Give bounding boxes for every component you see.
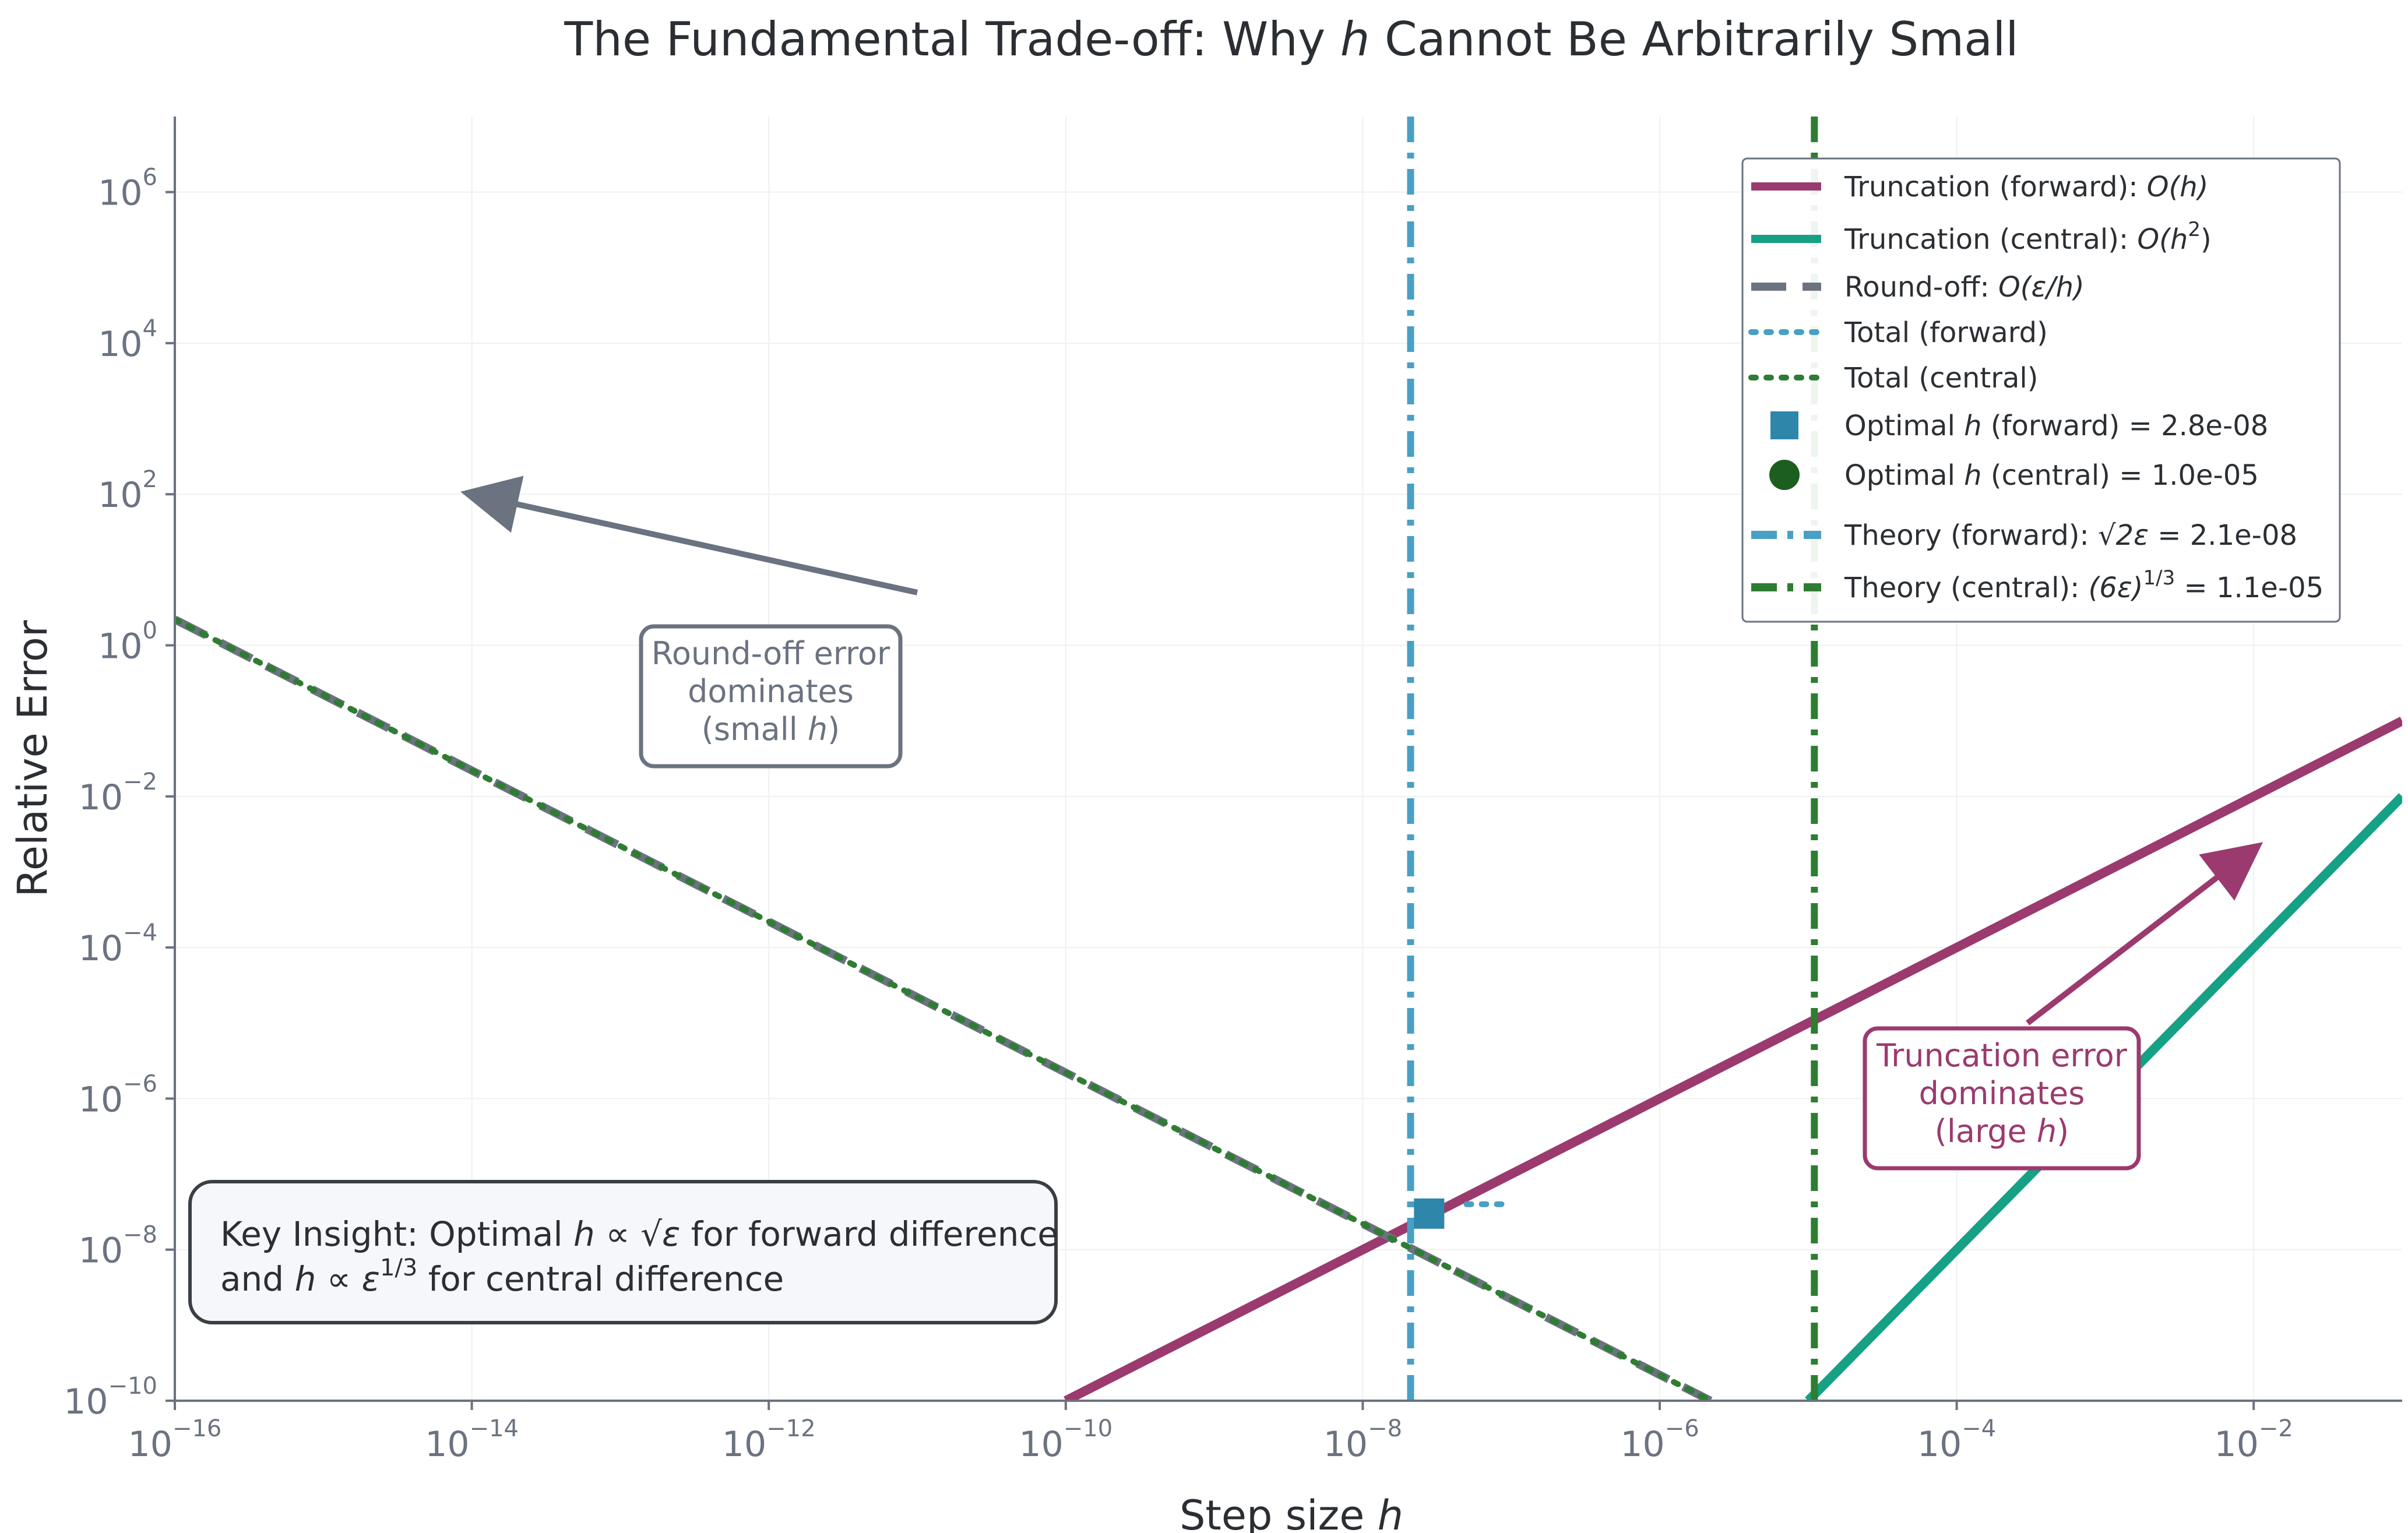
y-tick-label: 10−8 [79,1222,157,1271]
series-line-0 [1064,717,2402,1401]
annotation-box [639,624,903,769]
legend-label: Optimal h (forward) = 2.8e-08 [1844,410,2268,442]
legend: Truncation (forward): O(h) Truncation (ce… [1741,157,2341,623]
y-tick-label: 106 [98,164,157,214]
annotation-arrow [2026,842,2263,1025]
annotation-box [1863,1026,2141,1171]
legend-entry-1: Truncation (central): O(h2) [1751,218,2212,256]
annotation-text: dominates [688,673,854,710]
annotation-text: Round-off error [652,635,890,672]
annotation-text: (small h) [702,711,840,748]
axes: 10−16 10−14 10−12 10−10 10−8 10−6 10−4 10−2 10−1… [64,117,2402,1465]
legend-label: Optimal h (central) = 1.0e-05 [1844,459,2259,492]
x-tick-label: 10−14 [425,1415,519,1465]
legend-entry-5: Optimal h (forward) = 2.8e-08 [1770,410,2268,442]
legend-entry-6: Optimal h (central) = 1.0e-05 [1769,459,2259,492]
x-tick-label: 10−8 [1323,1415,1402,1465]
x-tick-label: 10−4 [1917,1415,1996,1465]
legend-entry-2: Round-off: O(ε/h) [1751,271,2085,304]
y-tick-label: 10−10 [64,1373,157,1422]
x-tick-label: 10−10 [1019,1415,1113,1465]
grid [174,117,2402,1401]
legend-entry-0: Truncation (forward): O(h) [1751,171,2208,203]
legend-label: Theory (central): (6ε)1/3 = 1.1e-05 [1844,566,2323,604]
legend-label: Truncation (central): O(h2) [1844,218,2212,256]
key-insight-box: Key Insight: Optimal h ∝ √ε for forward … [188,1180,1058,1324]
y-tick-label: 10−6 [79,1070,157,1120]
y-tick-label: 100 [98,618,157,667]
x-tick-label: 10−12 [722,1415,816,1465]
insight-line-1: Key Insight: Optimal h ∝ √ε for forward … [220,1214,1058,1254]
y-axis-label: Relative Error [9,620,57,897]
insight-line-2: and h ∝ ε1/3 for central difference [220,1254,784,1299]
legend-swatch [1770,411,1798,439]
y-tick-label: 10−4 [79,919,157,969]
y-tick-label: 102 [98,466,157,516]
legend-entry-4: Total (central) [1748,362,2038,394]
y-tick-label: 104 [98,315,157,365]
legend-label: Theory (forward): √2ε = 2.1e-08 [1844,519,2297,552]
legend-label: Total (central) [1844,362,2038,394]
legend-entry-8: Theory (central): (6ε)1/3 = 1.1e-05 [1751,566,2323,604]
x-tick-label: 10−16 [128,1415,222,1465]
x-tick-label: 10−6 [1620,1415,1699,1465]
annotation-text: (large h) [1935,1113,2069,1150]
x-axis-label: Step size h [1180,1492,1403,1533]
legend-label: Total (forward) [1844,316,2048,349]
optimal-marker-0 [1414,1198,1445,1229]
series-line-4 [175,616,1714,1401]
legend-swatch [1769,460,1800,490]
x-tick-label: 10−2 [2215,1415,2293,1465]
chart-title: The Fundamental Trade-off: Why h Cannot … [564,12,2018,66]
insight-frame [188,1180,1058,1324]
y-tick-label: 10−2 [79,769,157,818]
legend-entry-3: Total (forward) [1748,316,2048,349]
annotation-text: Truncation error [1876,1037,2128,1074]
legend-label: Round-off: O(ε/h) [1844,271,2085,304]
annotation-text: dominates [1919,1075,2085,1112]
annotation-arrow [460,475,918,595]
legend-entry-7: Theory (forward): √2ε = 2.1e-08 [1751,519,2297,552]
legend-label: Truncation (forward): O(h) [1844,171,2208,203]
legend-frame [1741,157,2341,623]
